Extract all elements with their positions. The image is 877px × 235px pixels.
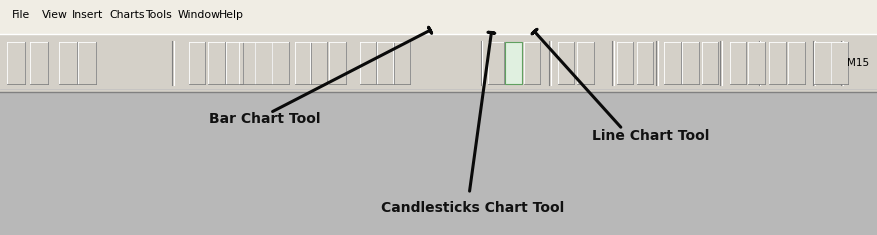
- Text: Insert: Insert: [72, 10, 103, 20]
- Bar: [558, 42, 574, 84]
- Bar: [702, 42, 718, 84]
- Bar: [272, 42, 289, 84]
- Text: View: View: [42, 10, 68, 20]
- Bar: [360, 42, 376, 84]
- Bar: [329, 42, 346, 84]
- Text: Line Chart Tool: Line Chart Tool: [592, 129, 709, 143]
- Bar: [226, 42, 243, 84]
- Bar: [769, 42, 786, 84]
- Bar: [295, 42, 311, 84]
- Text: Charts: Charts: [110, 10, 145, 20]
- Bar: [524, 42, 540, 84]
- Bar: [682, 42, 699, 84]
- Text: Window: Window: [177, 10, 220, 20]
- Bar: [814, 42, 831, 84]
- Bar: [664, 42, 681, 84]
- Bar: [0, 34, 877, 92]
- Bar: [208, 42, 225, 84]
- Bar: [30, 42, 48, 84]
- Bar: [505, 42, 522, 84]
- Bar: [730, 42, 746, 84]
- Text: M15: M15: [846, 58, 869, 68]
- Bar: [577, 42, 594, 84]
- Bar: [78, 42, 96, 84]
- Bar: [7, 42, 25, 84]
- Text: Bar Chart Tool: Bar Chart Tool: [209, 112, 320, 126]
- Bar: [505, 42, 522, 84]
- Text: Candlesticks Chart Tool: Candlesticks Chart Tool: [381, 201, 565, 215]
- Bar: [617, 42, 633, 84]
- Bar: [831, 42, 848, 84]
- Bar: [0, 0, 877, 34]
- Text: Help: Help: [219, 10, 245, 20]
- Text: Tools: Tools: [145, 10, 172, 20]
- Bar: [377, 42, 394, 84]
- Text: File: File: [11, 10, 30, 20]
- Bar: [788, 42, 805, 84]
- Bar: [488, 42, 504, 84]
- Bar: [310, 42, 327, 84]
- Bar: [189, 42, 205, 84]
- Bar: [239, 42, 255, 84]
- Bar: [59, 42, 77, 84]
- Bar: [255, 42, 272, 84]
- Bar: [637, 42, 653, 84]
- Bar: [393, 42, 410, 84]
- Bar: [748, 42, 765, 84]
